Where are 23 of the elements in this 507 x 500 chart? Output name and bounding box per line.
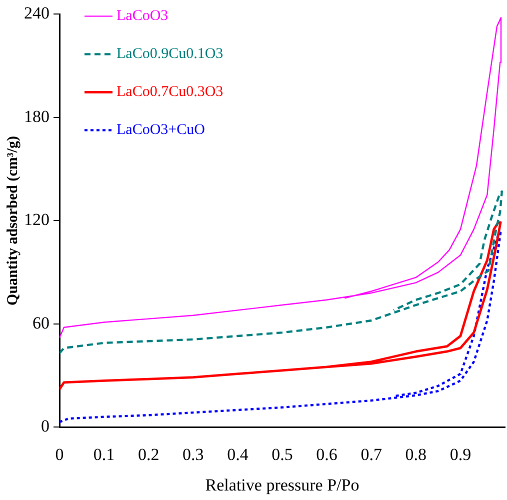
x-tick-label: 0.3 bbox=[182, 444, 204, 464]
x-tick-label: 0.6 bbox=[316, 444, 338, 464]
x-tick-label: 0.9 bbox=[450, 444, 472, 464]
y-tick-label: 0 bbox=[41, 416, 50, 436]
legend-label: LaCo0.7Cu0.3O3 bbox=[116, 84, 224, 100]
y-tick-label: 120 bbox=[24, 210, 50, 230]
x-tick-label: 0.2 bbox=[138, 444, 160, 464]
x-tick-label: 0.4 bbox=[227, 444, 249, 464]
x-axis-title: Relative pressure P/Po bbox=[205, 475, 360, 494]
legend-label: LaCo0.9Cu0.1O3 bbox=[116, 46, 224, 62]
y-tick-label: 180 bbox=[24, 106, 50, 126]
legend-label: LaCoO3+CuO bbox=[116, 122, 206, 138]
x-tick-label: 0.7 bbox=[360, 444, 382, 464]
line-series bbox=[60, 190, 503, 354]
y-axis-title: Quantity adsorbed (cm³/g) bbox=[4, 136, 21, 306]
x-tick-label: 0.8 bbox=[405, 444, 427, 464]
y-tick-label: 60 bbox=[32, 313, 50, 332]
x-tick-label: 0 bbox=[55, 444, 64, 464]
legend-label: LaCoO3 bbox=[116, 8, 168, 24]
x-tick-label: 0.1 bbox=[93, 444, 115, 464]
line-series bbox=[60, 232, 502, 424]
y-tick-label: 240 bbox=[24, 4, 50, 23]
x-tick-label: 0.5 bbox=[272, 444, 293, 464]
